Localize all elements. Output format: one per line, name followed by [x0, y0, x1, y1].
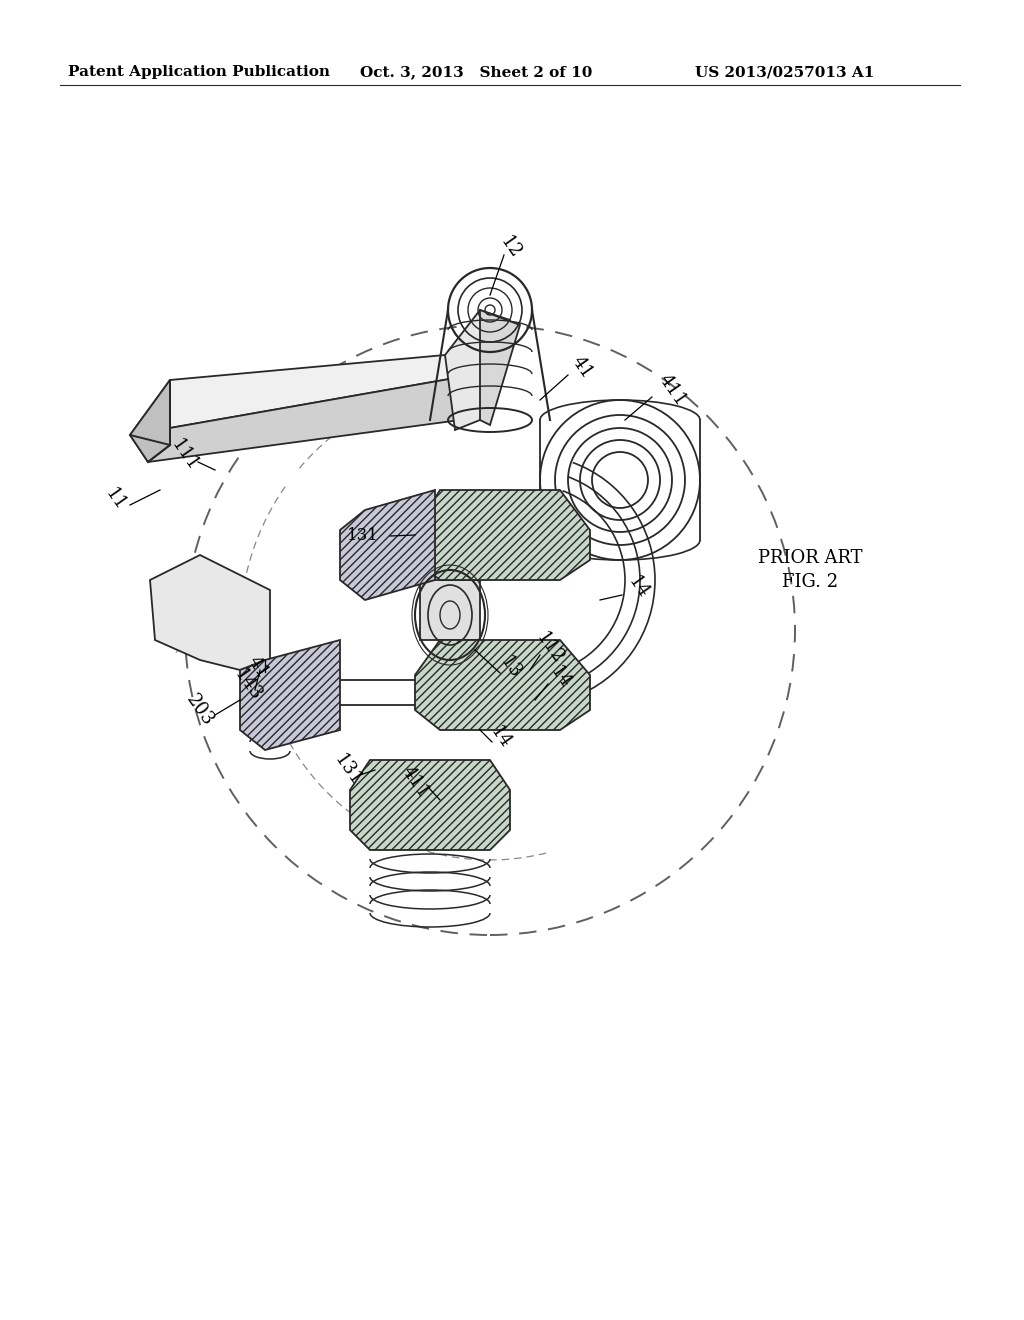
Text: 111: 111	[168, 436, 203, 474]
Text: Oct. 3, 2013   Sheet 2 of 10: Oct. 3, 2013 Sheet 2 of 10	[360, 65, 592, 79]
Text: 12: 12	[496, 234, 524, 263]
Polygon shape	[130, 378, 460, 462]
Text: 14: 14	[486, 723, 514, 752]
Polygon shape	[480, 310, 520, 425]
Polygon shape	[420, 579, 480, 640]
Text: 143: 143	[230, 665, 265, 705]
Text: 131: 131	[331, 751, 366, 789]
Text: Patent Application Publication: Patent Application Publication	[68, 65, 330, 79]
Polygon shape	[350, 760, 510, 850]
Text: 411: 411	[654, 371, 689, 409]
Text: 131: 131	[347, 528, 379, 544]
Polygon shape	[130, 380, 170, 462]
Polygon shape	[415, 490, 590, 579]
Text: 13: 13	[496, 653, 524, 682]
Polygon shape	[130, 355, 455, 436]
Text: 203: 203	[182, 690, 217, 729]
Polygon shape	[340, 490, 435, 601]
Text: PRIOR ART: PRIOR ART	[758, 549, 862, 568]
Polygon shape	[415, 640, 590, 730]
Text: 11: 11	[101, 486, 129, 515]
Polygon shape	[240, 640, 340, 750]
Text: 41: 41	[244, 653, 272, 682]
Text: 112: 112	[532, 628, 567, 667]
Text: 14: 14	[546, 664, 573, 693]
Text: FIG. 2: FIG. 2	[782, 573, 838, 591]
Polygon shape	[150, 554, 270, 671]
Text: 14: 14	[624, 573, 652, 602]
Text: 411: 411	[397, 763, 432, 801]
Polygon shape	[445, 310, 510, 430]
Text: 41: 41	[568, 354, 596, 383]
Text: US 2013/0257013 A1: US 2013/0257013 A1	[695, 65, 874, 79]
